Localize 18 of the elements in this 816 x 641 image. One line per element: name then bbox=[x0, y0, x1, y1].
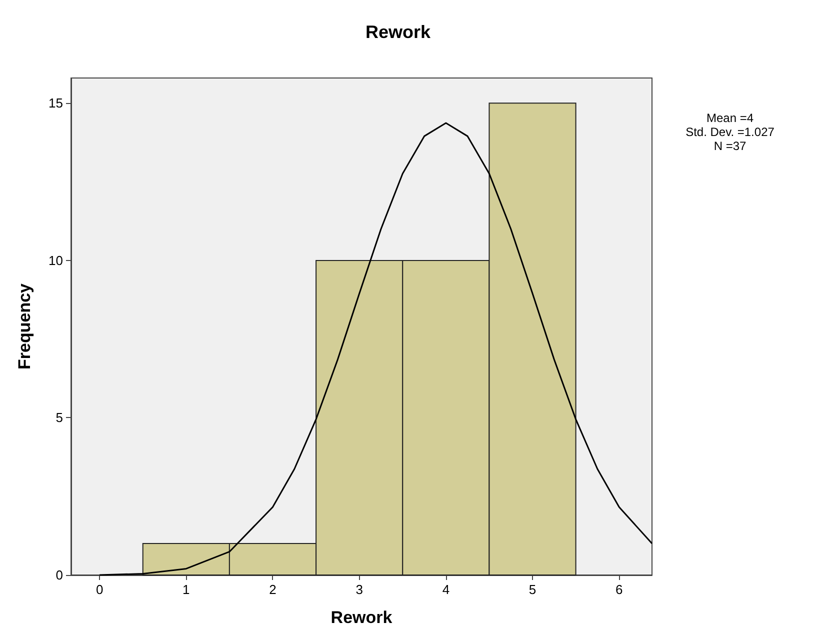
x-tick-label: 1 bbox=[182, 582, 190, 597]
y-tick-label: 5 bbox=[56, 410, 63, 426]
chart-title: Rework bbox=[365, 22, 432, 42]
x-tick-label: 5 bbox=[528, 582, 536, 597]
y-tick-label: 10 bbox=[48, 252, 63, 268]
y-axis-title: Frequency bbox=[15, 282, 34, 370]
text: N =37 bbox=[714, 139, 746, 153]
x-tick-label: 3 bbox=[356, 582, 363, 597]
text: Std. Dev. =1.027 bbox=[686, 125, 775, 139]
x-axis-title: Rework bbox=[330, 608, 393, 627]
y-tick-label: 15 bbox=[48, 96, 63, 111]
x-tick-label: 2 bbox=[269, 582, 276, 597]
y-tick-label: 0 bbox=[56, 568, 63, 582]
x-tick-label: 6 bbox=[615, 582, 623, 597]
line-series bbox=[98, 122, 653, 576]
text: Mean =4 bbox=[706, 111, 754, 125]
x-tick-label: 4 bbox=[442, 582, 450, 597]
x-tick-label: 0 bbox=[96, 582, 104, 597]
